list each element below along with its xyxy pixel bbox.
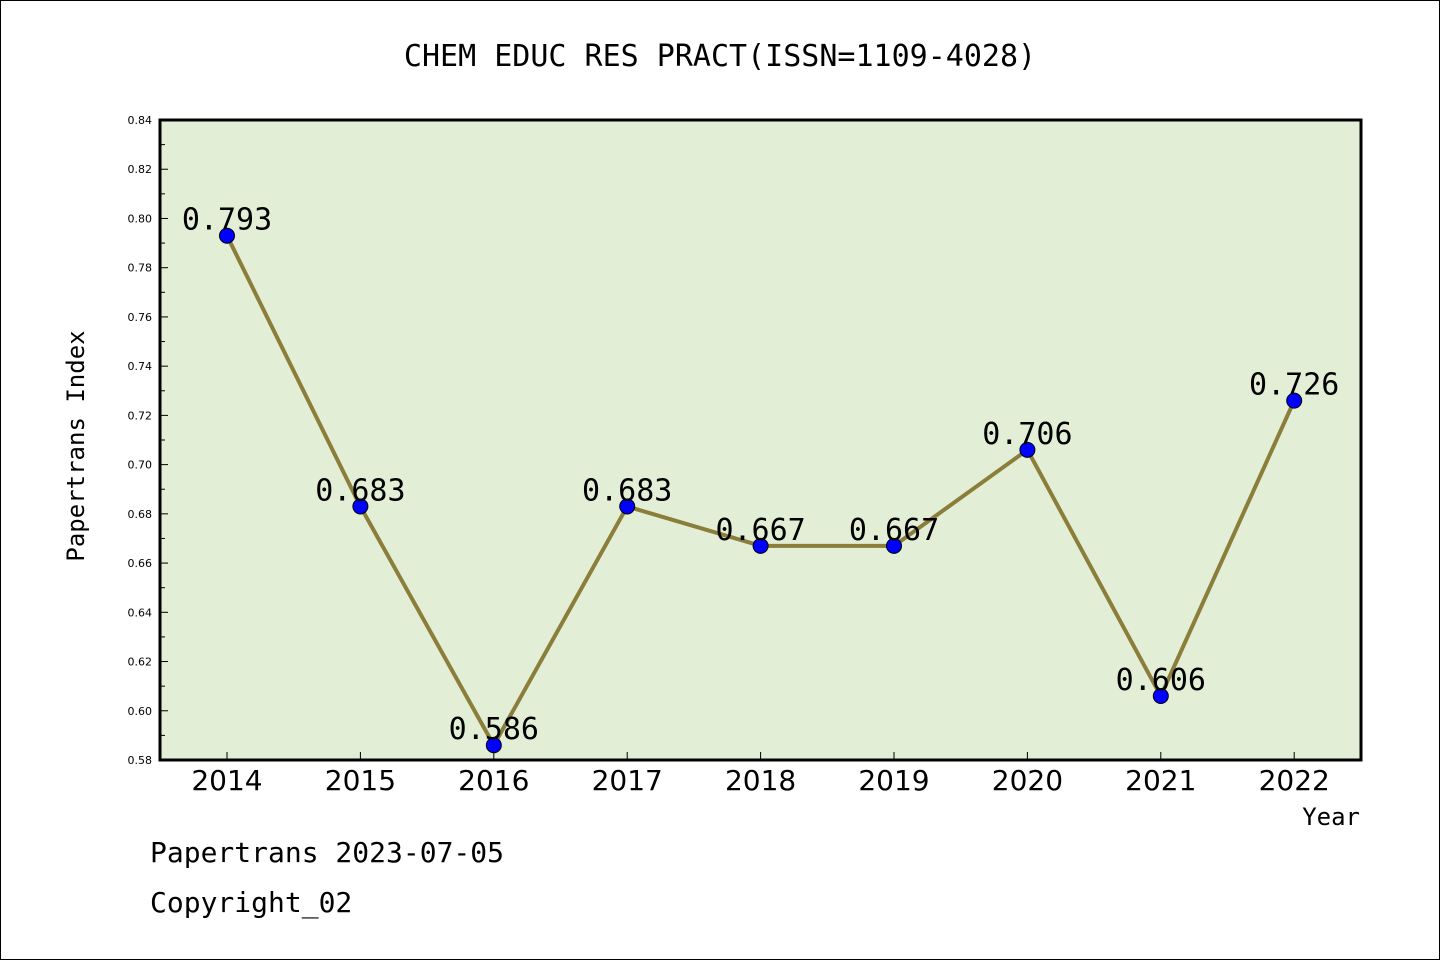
x-tick-label: 2020 <box>992 764 1063 797</box>
y-axis: 0.58 0.60 0.62 0.64 0.66 0.68 0.70 0.72 0.74 0.76… <box>128 114 168 767</box>
x-tick-label: 2021 <box>1125 764 1196 797</box>
x-tick-label: 2022 <box>1259 764 1330 797</box>
x-tick-label: 2019 <box>858 764 929 797</box>
y-tick-label: 0.62 <box>128 656 153 669</box>
data-point <box>352 498 369 515</box>
data-label: 0.667 <box>849 513 939 548</box>
y-tick-label: 0.66 <box>128 557 153 570</box>
y-axis-label: Papertrans Index <box>62 330 90 561</box>
y-tick-label: 0.78 <box>128 262 153 275</box>
data-point <box>1286 392 1303 409</box>
data-label: 0.793 <box>182 203 272 238</box>
y-tick-label: 0.68 <box>128 508 153 521</box>
x-axis: 2014 2015 2016 2017 2018 2019 2020 2021 2022 <box>191 752 1330 797</box>
x-tick-label: 2017 <box>592 764 663 797</box>
data-label: 0.586 <box>449 712 539 747</box>
footer-copyright: Copyright_02 <box>150 886 353 919</box>
y-tick-label: 0.84 <box>128 114 153 127</box>
data-label: 0.683 <box>315 473 405 508</box>
data-label: 0.683 <box>582 473 672 508</box>
y-tick-label: 0.60 <box>128 705 153 718</box>
data-point <box>1152 688 1169 704</box>
y-tick-label: 0.76 <box>128 311 153 324</box>
data-point <box>752 537 769 554</box>
y-tick-label: 0.82 <box>128 163 153 176</box>
y-tick-label: 0.80 <box>128 212 153 225</box>
data-label: 0.726 <box>1249 368 1339 403</box>
chart-title: CHEM EDUC RES PRACT(ISSN=1109-4028) <box>404 39 1036 74</box>
data-labels: 0.793 0.683 0.586 0.683 0.667 0.667 0.706 0.606… <box>182 203 1340 748</box>
y-tick-label: 0.74 <box>128 360 153 373</box>
data-point <box>1019 441 1036 458</box>
data-point <box>619 498 636 515</box>
data-label: 0.606 <box>1116 663 1206 698</box>
footer-date: Papertrans 2023-07-05 <box>150 836 505 869</box>
x-tick-label: 2018 <box>725 764 796 797</box>
data-label: 0.667 <box>715 513 805 548</box>
y-tick-label: 0.58 <box>128 754 153 767</box>
x-axis-label: Year <box>1302 803 1360 831</box>
data-point <box>219 227 235 244</box>
y-tick-label: 0.64 <box>128 606 153 619</box>
data-point <box>886 537 902 554</box>
y-tick-label: 0.72 <box>128 409 153 422</box>
series-papertrans-index <box>219 227 1303 754</box>
x-tick-label: 2016 <box>458 764 529 797</box>
plot-area <box>158 118 1363 762</box>
data-point <box>485 737 502 754</box>
x-tick-label: 2015 <box>325 764 396 797</box>
y-tick-label: 0.70 <box>128 459 153 472</box>
x-tick-label: 2014 <box>191 764 262 797</box>
data-label: 0.706 <box>982 417 1072 452</box>
